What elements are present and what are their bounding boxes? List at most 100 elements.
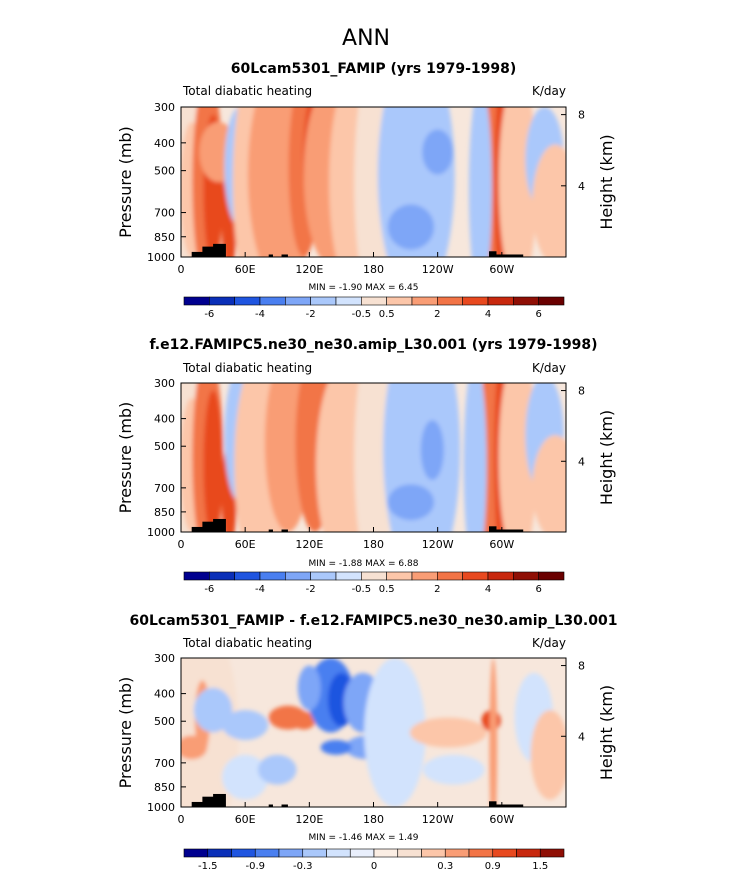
topography-mask <box>489 251 497 257</box>
x-tick-label: 0 <box>178 263 185 276</box>
topography-mask <box>281 804 288 807</box>
topography-mask <box>202 246 219 257</box>
colorbar-swatch <box>516 848 541 858</box>
colorbar-swatch <box>492 848 517 858</box>
colorbar-swatch <box>386 296 413 306</box>
y2-tick-label: 4 <box>578 180 585 193</box>
y-tick-label: 300 <box>154 377 175 390</box>
colorbar-label: 4 <box>485 584 491 595</box>
colorbar-swatch <box>278 848 304 858</box>
min-max-stats: MIN = -1.90 MAX = 6.45 <box>309 283 419 293</box>
colorbar-label: -2 <box>306 584 316 595</box>
colorbar-swatch <box>444 848 470 858</box>
y-tick-label: 500 <box>154 165 175 178</box>
colorbar-label: 0.5 <box>379 309 395 320</box>
colorbar-label: -0.5 <box>352 584 372 595</box>
y2-tick-label: 8 <box>578 660 585 673</box>
contour-region <box>463 383 487 532</box>
colorbar-swatch <box>183 571 210 581</box>
colorbar-swatch <box>539 848 565 858</box>
y-tick-label: 850 <box>154 781 175 794</box>
contour-region <box>193 687 233 733</box>
colorbar-swatch <box>209 296 235 306</box>
x-tick-label: 60W <box>489 263 514 276</box>
colorbar: -1.5 -0.9 -0.3 0 0.3 0.9 1.5 <box>183 848 565 872</box>
y2-tick-label: 8 <box>578 385 585 398</box>
topography-mask <box>491 254 524 257</box>
x-tick-label: 0 <box>178 538 185 551</box>
y2-tick-label: 4 <box>578 730 585 743</box>
topography-mask <box>202 521 219 532</box>
colorbar-swatch <box>513 571 539 581</box>
topography-mask <box>268 804 273 807</box>
colorbar-swatch <box>285 571 311 581</box>
colorbar-label: 0.5 <box>379 584 395 595</box>
colorbar-label: 4 <box>485 309 491 320</box>
colorbar-label: 2 <box>434 584 440 595</box>
y2-axis-label: Height (km) <box>597 685 616 780</box>
y2-axis-label: Height (km) <box>597 410 616 505</box>
y-tick-label: 1000 <box>147 801 175 814</box>
colorbar-label: -4 <box>255 584 265 595</box>
contour-region <box>489 658 498 807</box>
colorbar-swatch <box>386 571 413 581</box>
contour-region <box>530 710 566 800</box>
colorbar-label: 2 <box>434 309 440 320</box>
x-tick-label: 60E <box>235 538 256 551</box>
topography-mask <box>213 793 226 807</box>
heatmap-field <box>181 658 566 807</box>
contour-region <box>320 739 352 755</box>
x-tick-label: 120W <box>422 538 454 551</box>
x-tick-label: 120E <box>295 813 323 826</box>
contour-region <box>222 754 269 800</box>
y-tick-label: 500 <box>154 440 175 453</box>
topography-mask <box>281 254 288 257</box>
y-tick-label: 300 <box>154 101 175 114</box>
colorbar-label: 0 <box>371 861 377 872</box>
contour-region <box>222 710 269 740</box>
colorbar-swatch <box>259 296 286 306</box>
contour-region <box>387 484 435 521</box>
colorbar-label: -1.5 <box>198 861 218 872</box>
y2-tick-label: 4 <box>578 455 585 468</box>
colorbar-label: 6 <box>535 309 541 320</box>
y-tick-label: 700 <box>154 207 175 220</box>
figure-title: ANN <box>342 26 390 51</box>
colorbar-swatch <box>513 296 539 306</box>
contour-region <box>258 754 297 785</box>
y-tick-label: 400 <box>154 137 175 150</box>
min-max-stats: MIN = -1.88 MAX = 6.88 <box>309 559 419 569</box>
x-tick-label: 180 <box>363 263 384 276</box>
colorbar-label: -2 <box>306 309 316 320</box>
y-tick-label: 700 <box>154 482 175 495</box>
colorbar-label: 1.5 <box>532 861 548 872</box>
topography-mask <box>268 254 273 257</box>
colorbar: -6 -4 -2 -0.5 0.5 2 4 6 <box>183 571 565 595</box>
x-tick-label: 60W <box>489 538 514 551</box>
contour-region <box>387 204 435 250</box>
topography-mask <box>491 529 524 532</box>
y-axis-label: Pressure (mb) <box>116 402 135 514</box>
min-max-stats: MIN = -1.46 MAX = 1.49 <box>309 833 419 843</box>
colorbar-label: -4 <box>255 309 265 320</box>
colorbar-swatch <box>437 296 463 306</box>
colorbar-swatch <box>468 848 494 858</box>
colorbar-swatch <box>487 571 514 581</box>
x-tick-label: 120E <box>295 263 323 276</box>
colorbar-swatch <box>538 571 565 581</box>
y2-axis-label: Height (km) <box>597 134 616 229</box>
colorbar-swatch <box>231 848 256 858</box>
colorbar-swatch <box>209 571 235 581</box>
colorbar-label: -6 <box>204 584 214 595</box>
colorbar-swatch <box>437 571 463 581</box>
x-tick-label: 0 <box>178 813 185 826</box>
topography-mask <box>489 801 497 807</box>
y2-tick-label: 8 <box>578 109 585 122</box>
chart-panel-3: 60Lcam5301_FAMIP - f.e12.FAMIPC5.ne30_ne… <box>116 613 617 872</box>
y-tick-label: 700 <box>154 757 175 770</box>
colorbar-swatch <box>310 296 337 306</box>
colorbar-swatch <box>234 296 261 306</box>
colorbar-swatch <box>302 848 327 858</box>
colorbar-label: 0.3 <box>437 861 453 872</box>
